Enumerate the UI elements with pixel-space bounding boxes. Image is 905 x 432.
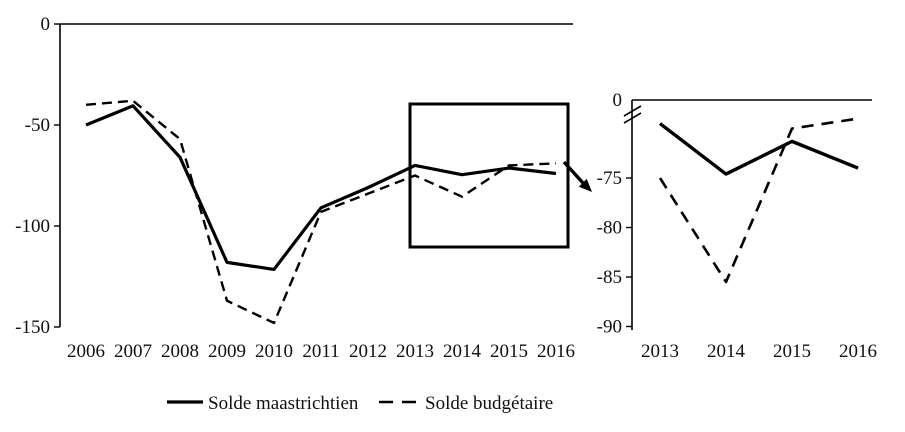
zoom-arrow-line [562,160,585,185]
x-tick-label: 2010 [255,341,293,362]
x-tick-label: 2009 [208,341,246,362]
zoom-arrow [562,160,592,192]
y-tick-label: 0 [41,14,51,35]
x-tick-label: 2016 [537,341,575,362]
series-line-solde-maastrichtien [658,122,859,176]
zoom-arrow-head [578,178,592,192]
x-tick-label: 2015 [773,341,811,362]
zoom-box [408,102,570,249]
x-tick-label: 2013 [641,341,679,362]
legend: Solde maastrichtien Solde budgétaire [167,393,553,414]
main-chart: 0 -50 -100 -150 2006 2007 2008 2009 2010 2011 2012… [15,14,575,362]
x-tick-label: 2007 [114,341,152,362]
series-line-solde-maastrichtien [85,104,557,272]
series-line-solde-budgetaire [658,117,859,284]
x-tick-label: 2011 [302,341,339,362]
x-tick-label: 2013 [396,341,434,362]
y-tick-label: -90 [597,317,622,338]
x-tick-label: 2014 [443,341,482,362]
x-tick-label: 2015 [490,341,528,362]
x-tick-label: 2014 [707,341,746,362]
axis-break-mark [623,105,642,117]
y-tick-label: -150 [15,317,50,338]
x-tick-label: 2008 [161,341,199,362]
inset-chart: 0 -75 -80 -85 -90 2013 2014 2015 2016 [597,90,877,362]
series-line-solde-budgetaire [85,99,557,325]
y-tick-label: -75 [597,168,622,189]
legend-label-solde-maastrichtien: Solde maastrichtien [208,393,359,414]
y-tick-label: -100 [15,216,50,237]
legend-label-solde-budgetaire: Solde budgétaire [425,393,553,414]
y-tick-label: -50 [25,115,50,136]
axis-break-mark [623,112,642,124]
y-tick-label: 0 [613,90,623,111]
x-tick-label: 2016 [839,341,877,362]
y-tick-label: -80 [597,218,622,239]
x-tick-label: 2012 [349,341,387,362]
x-tick-label: 2006 [67,341,105,362]
y-tick-label: -85 [597,267,622,288]
